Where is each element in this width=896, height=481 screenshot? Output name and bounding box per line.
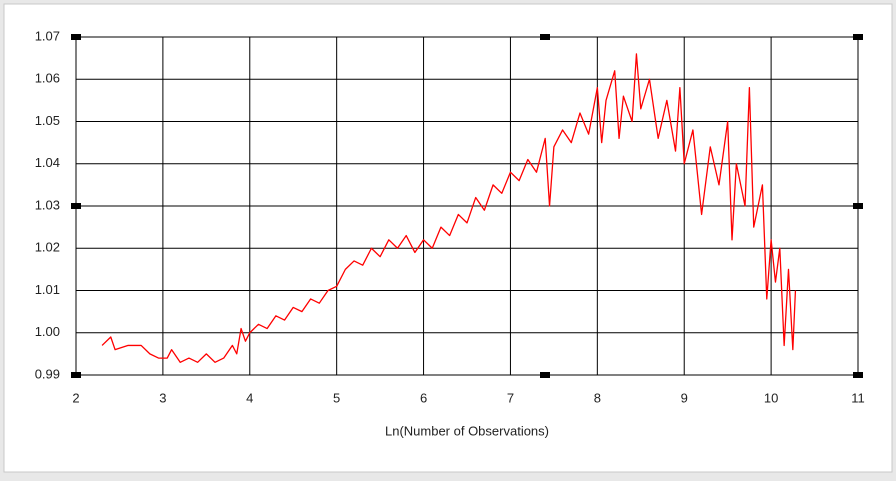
x-tick-label: 9 <box>681 390 688 405</box>
x-tick-label: 10 <box>764 390 778 405</box>
y-tick-label: 0.99 <box>35 366 60 381</box>
y-tick-label: 1.01 <box>35 282 60 297</box>
selection-handle <box>853 372 863 378</box>
selection-handle <box>853 34 863 40</box>
y-tick-label: 1.02 <box>35 240 60 255</box>
x-tick-label: 4 <box>246 390 253 405</box>
selection-handle <box>540 372 550 378</box>
selection-handle <box>71 372 81 378</box>
selection-handle <box>540 34 550 40</box>
chart-panel <box>3 3 893 473</box>
y-tick-label: 1.00 <box>35 324 60 339</box>
selection-handle <box>853 203 863 209</box>
x-tick-label: 7 <box>507 390 514 405</box>
x-tick-label: 6 <box>420 390 427 405</box>
selection-handle <box>71 34 81 40</box>
selection-handle <box>71 203 81 209</box>
x-tick-label: 11 <box>851 390 865 405</box>
x-tick-label: 3 <box>159 390 166 405</box>
x-axis-label: Ln(Number of Observations) <box>385 423 549 438</box>
y-tick-label: 1.03 <box>35 197 60 212</box>
x-tick-label: 8 <box>594 390 601 405</box>
x-tick-label: 2 <box>72 390 79 405</box>
y-tick-label: 1.04 <box>35 155 60 170</box>
y-tick-label: 1.05 <box>35 113 60 128</box>
y-tick-label: 1.06 <box>35 71 60 86</box>
x-tick-label: 5 <box>333 390 340 405</box>
data-line <box>101 53 797 363</box>
y-tick-label: 1.07 <box>35 28 60 43</box>
